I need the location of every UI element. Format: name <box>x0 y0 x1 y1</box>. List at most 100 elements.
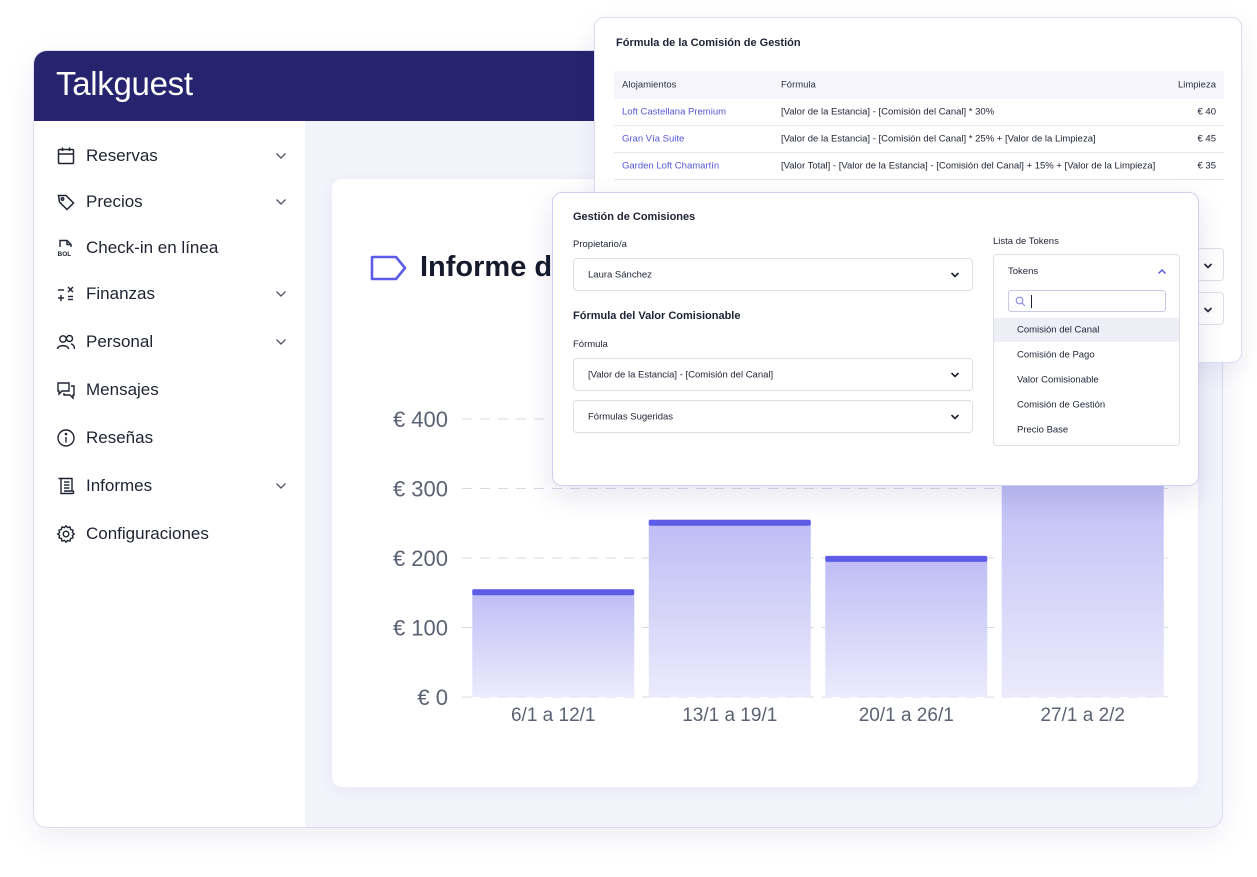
owner-label: Propietario/a <box>573 239 627 250</box>
token-option[interactable]: Valor Comisionable <box>994 368 1179 392</box>
sidebar-item-finanzas[interactable]: Finanzas <box>56 279 288 309</box>
search-icon <box>1015 296 1026 307</box>
y-tick-label: € 300 <box>393 477 448 502</box>
sidebar-item-configuraciones[interactable]: Configuraciones <box>56 519 288 549</box>
section-title: Fórmula del Valor Comisionable <box>573 310 741 322</box>
sidebar-item-resenas[interactable]: Reseñas <box>56 423 288 453</box>
report-title: Informe de <box>420 251 569 283</box>
table-row[interactable]: Gran Vía Suite [Valor de la Estancia] - … <box>614 126 1224 153</box>
bol-document-icon: BOL <box>56 238 76 258</box>
text-caret <box>1031 295 1032 308</box>
gear-icon <box>56 524 76 544</box>
token-option[interactable]: Comisión del Canal <box>994 318 1179 342</box>
token-option-label: Comisión de Gestión <box>1017 399 1106 411</box>
brand-logo: Talkguest <box>56 65 193 102</box>
hidden-select[interactable] <box>1194 292 1224 325</box>
chat-icon <box>56 380 76 400</box>
column-header: Fórmula <box>781 79 816 91</box>
formula-select[interactable]: [Valor de la Estancia] - [Comisión del C… <box>573 358 973 391</box>
table-row[interactable]: Garden Loft Chamartín [Valor Total] - [V… <box>614 153 1224 180</box>
sidebar-item-check-in[interactable]: BOL Check-in en línea <box>56 233 288 263</box>
sidebar-item-personal[interactable]: Personal <box>56 327 288 357</box>
token-option-label: Precio Base <box>1017 424 1069 436</box>
chevron-down-icon <box>1203 307 1213 313</box>
tag-icon <box>56 192 76 212</box>
calculator-icon <box>56 284 76 304</box>
hidden-select[interactable] <box>1194 248 1224 281</box>
chevron-down-icon <box>276 339 286 345</box>
sidebar-item-label: Reservas <box>86 146 158 165</box>
alojamiento-link[interactable]: Loft Castellana Premium <box>622 106 727 118</box>
suggested-formulas-select[interactable]: Fórmulas Sugeridas <box>573 400 973 433</box>
sidebar-item-mensajes[interactable]: Mensajes <box>56 375 288 405</box>
calendar-icon <box>56 146 76 166</box>
token-option[interactable]: Comisión de Pago <box>994 343 1179 367</box>
y-tick-label: € 200 <box>393 546 448 571</box>
formula-label: Fórmula <box>573 339 608 350</box>
table-row[interactable]: Loft Castellana Premium [Valor de la Est… <box>614 99 1224 126</box>
formula-table: Alojamientos Fórmula Limpieza Loft Caste… <box>614 71 1224 180</box>
bar-fill <box>1001 474 1164 697</box>
owner-select-value: Laura Sánchez <box>588 269 652 280</box>
chevron-down-icon <box>276 291 286 297</box>
formula-select-value: [Valor de la Estancia] - [Comisión del C… <box>588 369 774 380</box>
bar-fill <box>825 555 988 697</box>
info-icon <box>56 428 76 448</box>
scroll-icon <box>56 476 76 496</box>
y-tick-label: € 400 <box>393 407 448 432</box>
limpieza-cell: € 45 <box>1197 133 1217 145</box>
sidebar-item-label: Configuraciones <box>86 524 209 543</box>
chevron-down-icon <box>276 153 286 159</box>
bar-cap <box>648 519 811 526</box>
x-tick-label: 6/1 a 12/1 <box>511 705 596 726</box>
sidebar-item-label: Precios <box>86 192 143 211</box>
suggested-formulas-value: Fórmulas Sugeridas <box>588 411 674 422</box>
sidebar: Reservas Precios BOL Check-in en línea F… <box>34 121 305 827</box>
formula-cell: [Valor de la Estancia] - [Comisión del C… <box>781 106 995 118</box>
token-option[interactable]: Precio Base <box>994 418 1179 442</box>
chevron-down-icon <box>950 372 960 378</box>
bar-cap <box>825 555 988 562</box>
chevron-down-icon <box>276 199 286 205</box>
sidebar-item-reservas[interactable]: Reservas <box>56 141 288 171</box>
chevron-down-icon <box>950 272 960 278</box>
bar[interactable] <box>825 555 988 697</box>
chevron-down-icon <box>276 483 286 489</box>
token-option-label: Valor Comisionable <box>1017 374 1099 386</box>
bar-chart: € 0 € 100 € 200 € 300 € 400 6/1 a 12/1 13/1 a … <box>393 407 1168 726</box>
svg-text:BOL: BOL <box>58 251 72 258</box>
gestion-comisiones-popup: Gestión de Comisiones Propietario/a Laur… <box>552 192 1199 486</box>
x-tick-label: 13/1 a 19/1 <box>682 705 777 726</box>
chevron-up-icon <box>1157 268 1167 275</box>
label-tag-icon <box>370 255 407 281</box>
x-tick-label: 27/1 a 2/2 <box>1040 705 1125 726</box>
bar-cap <box>472 589 635 596</box>
bar-fill <box>648 519 811 697</box>
bar[interactable] <box>472 589 635 697</box>
limpieza-cell: € 40 <box>1197 106 1217 118</box>
x-tick-label: 20/1 a 26/1 <box>859 705 954 726</box>
chevron-down-icon <box>950 414 960 420</box>
sidebar-item-precios[interactable]: Precios <box>56 187 288 217</box>
token-search-input[interactable] <box>1008 290 1166 312</box>
y-tick-label: € 0 <box>417 685 448 710</box>
tokens-header-label: Tokens <box>1008 266 1039 277</box>
users-icon <box>56 332 76 352</box>
sidebar-item-label: Personal <box>86 332 154 351</box>
y-tick-label: € 100 <box>393 616 448 641</box>
sidebar-item-informes[interactable]: Informes <box>56 471 288 501</box>
bar[interactable] <box>648 519 811 697</box>
alojamiento-link[interactable]: Garden Loft Chamartín <box>622 160 720 172</box>
token-option-label: Comisión del Canal <box>1017 324 1100 336</box>
sidebar-item-label: Finanzas <box>86 284 155 303</box>
alojamiento-link[interactable]: Gran Vía Suite <box>622 133 685 145</box>
owner-select[interactable]: Laura Sánchez <box>573 258 973 291</box>
sidebar-item-label: Check-in en línea <box>86 238 219 257</box>
column-header: Limpieza <box>1177 79 1216 91</box>
token-option[interactable]: Comisión de Gestión <box>994 393 1179 417</box>
tokens-dropdown-toggle[interactable]: Tokens <box>994 255 1179 289</box>
bar[interactable] <box>1001 474 1164 697</box>
gestion-popup-title: Gestión de Comisiones <box>573 211 696 223</box>
tokens-dropdown: Tokens Comisión del Canal Comisión de Pa… <box>993 254 1180 446</box>
tokens-list-label: Lista de Tokens <box>993 236 1059 247</box>
